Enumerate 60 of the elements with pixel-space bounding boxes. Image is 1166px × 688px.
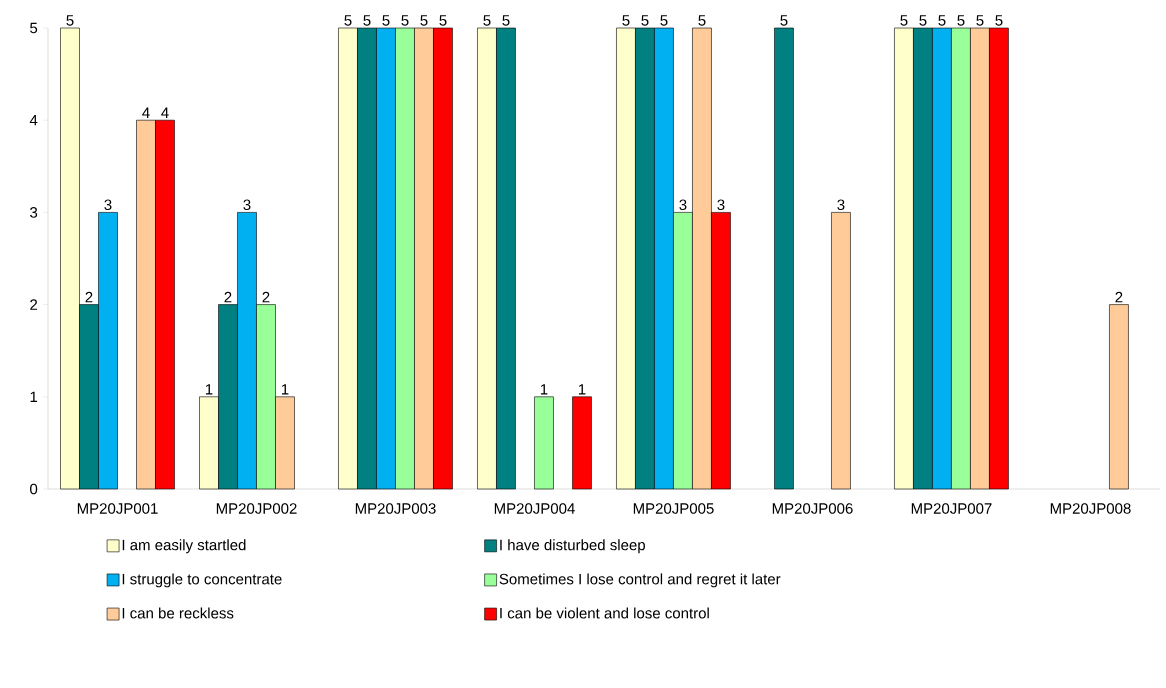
data-label: 3	[104, 199, 112, 211]
bar	[1109, 304, 1129, 490]
bar	[774, 27, 794, 490]
data-label: 5	[382, 15, 390, 26]
x-tick-label: MP20JP002	[216, 503, 297, 514]
bar	[831, 212, 851, 490]
data-label: 3	[837, 199, 845, 211]
x-tick-label: MP20JP004	[494, 503, 575, 514]
data-label: 5	[420, 15, 428, 26]
bar	[534, 396, 554, 490]
x-tick-label: MP20JP006	[772, 503, 853, 514]
data-label: 2	[1115, 291, 1123, 303]
data-label: 5	[919, 15, 927, 26]
legend-label: I struggle to concentrate	[122, 573, 282, 588]
data-label: 2	[85, 291, 93, 303]
data-label: 5	[401, 15, 409, 26]
legend-label: I am easily startled	[122, 539, 246, 554]
data-label: 2	[262, 291, 270, 303]
data-label: 5	[698, 15, 706, 26]
data-label: 4	[142, 107, 150, 118]
legend-label: I can be violent and lose control	[500, 607, 709, 619]
data-label: 5	[660, 15, 668, 26]
data-label: 5	[483, 15, 491, 26]
y-tick-label: 3	[30, 207, 38, 218]
legend-label: I can be reckless	[122, 607, 234, 619]
data-label: 5	[622, 15, 630, 26]
x-tick-label: MP20JP008	[1050, 503, 1131, 514]
x-tick-label: MP20JP007	[911, 503, 992, 514]
data-label: 5	[995, 15, 1003, 26]
data-label: 1	[281, 384, 289, 395]
y-tick-label: 4	[29, 115, 38, 126]
data-label: 3	[679, 199, 687, 211]
data-label: 1	[540, 384, 548, 395]
data-label: 3	[717, 199, 725, 211]
x-tick-label: MP20JP003	[355, 503, 436, 514]
data-label: 5	[502, 15, 510, 26]
data-label: 5	[957, 15, 965, 26]
data-label: 2	[224, 291, 232, 303]
data-label: 5	[976, 15, 984, 26]
x-tick-label: MP20JP001	[77, 503, 158, 514]
data-label: 5	[363, 15, 371, 26]
data-label: 5	[641, 15, 649, 26]
y-tick-label: 0	[30, 483, 38, 495]
data-label: 5	[900, 15, 908, 26]
data-label: 5	[344, 15, 352, 26]
data-label: 1	[205, 384, 213, 395]
bar	[572, 396, 592, 490]
y-tick-label: 1	[30, 391, 38, 402]
data-label: 5	[938, 15, 946, 26]
data-label: 1	[578, 384, 586, 395]
data-label: 5	[780, 15, 788, 26]
data-label: 3	[243, 199, 251, 211]
legend-label: Sometimes I lose control and regret it later	[499, 573, 781, 588]
y-tick-label: 2	[30, 299, 38, 310]
data-label: 5	[439, 15, 447, 26]
y-tick-label: 5	[30, 22, 38, 34]
legend-label: I have disturbed sleep	[500, 539, 645, 554]
data-label: 4	[161, 107, 169, 118]
data-label: 5	[66, 15, 74, 26]
x-tick-label: MP20JP005	[633, 503, 714, 514]
